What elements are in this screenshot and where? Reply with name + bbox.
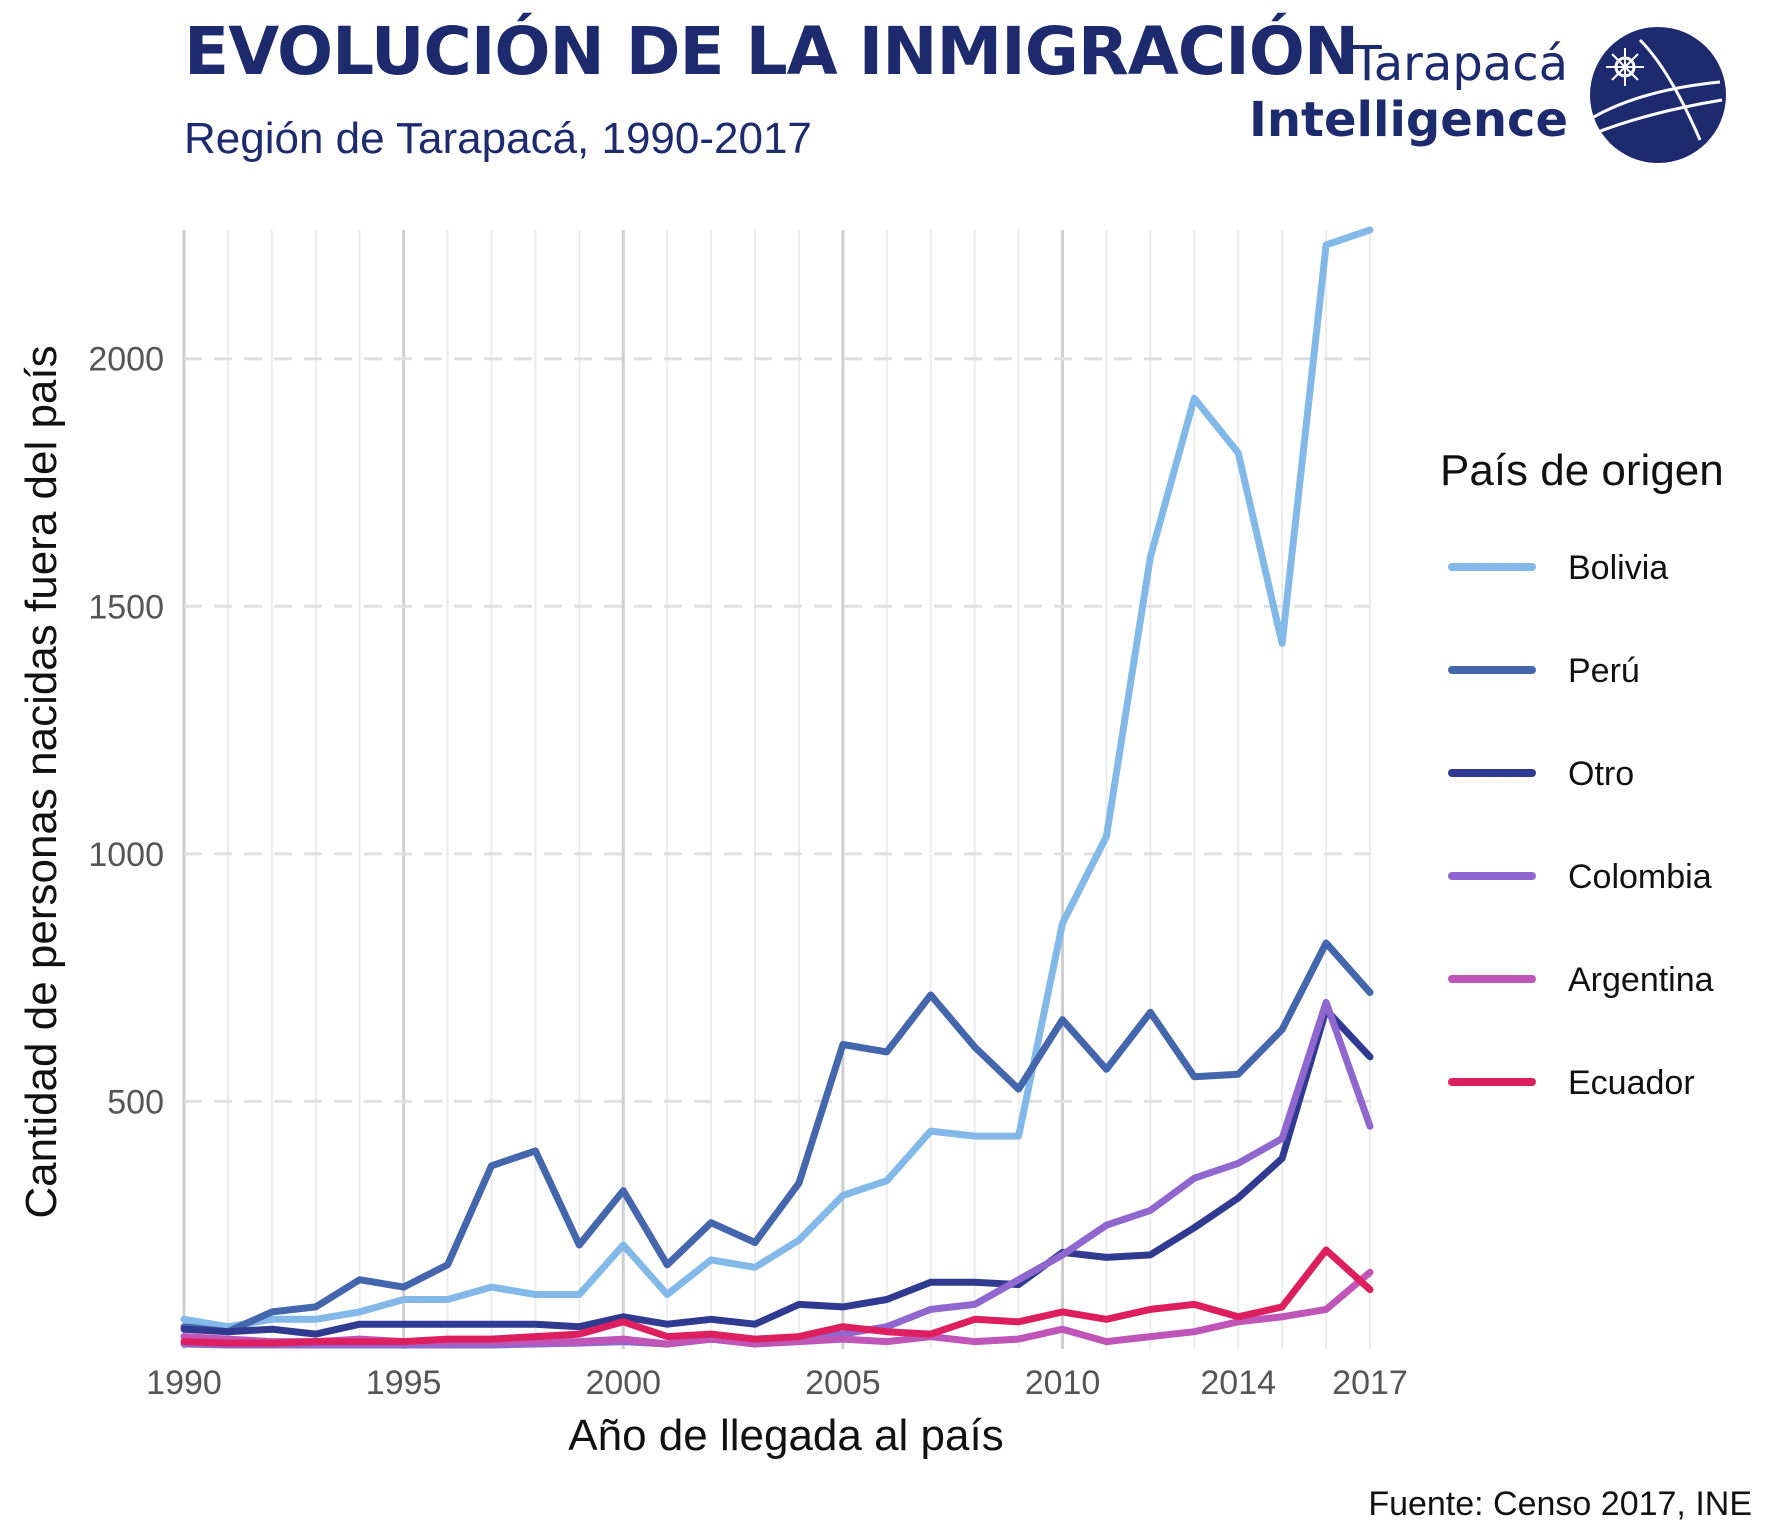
chart-title: EVOLUCIÓN DE LA INMIGRACIÓN	[184, 13, 1358, 90]
legend-label-ecuador: Ecuador	[1568, 1064, 1695, 1102]
x-axis-title: Año de llegada al país	[568, 1411, 1003, 1460]
grid	[182, 230, 1371, 1349]
y-tick-label: 500	[107, 1083, 164, 1121]
tarapaca-intelligence-globe-icon	[1590, 27, 1726, 163]
series-line-otro	[180, 1006, 1374, 1338]
series-line-colombia	[180, 998, 1374, 1349]
legend: País de origen Bolivia Perú Otro Colombia Ar…	[1440, 446, 1724, 1102]
logo-line2: Intelligence	[1249, 92, 1568, 148]
legend-label-otro: Otro	[1568, 755, 1634, 793]
series-line-ecuador	[180, 1246, 1374, 1347]
legend-title: País de origen	[1440, 446, 1724, 495]
series-line-bolivia	[180, 226, 1374, 1331]
chart-subtitle: Región de Tarapacá, 1990-2017	[184, 114, 812, 163]
y-axis-title: Cantidad de personas nacidas fuera del p…	[17, 345, 66, 1218]
legend-label-peru: Perú	[1568, 652, 1640, 690]
x-tick-label: 1990	[146, 1364, 222, 1402]
y-tick-label: 1000	[88, 836, 164, 874]
x-tick-label: 2014	[1200, 1364, 1276, 1402]
x-tick-label: 2017	[1332, 1364, 1408, 1402]
legend-label-argentina: Argentina	[1568, 961, 1714, 999]
x-tick-label: 2000	[585, 1364, 661, 1402]
legend-label-colombia: Colombia	[1568, 858, 1712, 896]
y-tick-label: 2000	[88, 341, 164, 379]
x-tick-label: 2005	[805, 1364, 881, 1402]
logo-line1: Tarapacá	[1351, 36, 1568, 92]
y-tick-label: 1500	[88, 588, 164, 626]
x-tick-label: 1995	[366, 1364, 442, 1402]
logo: Tarapacá Intelligence	[1249, 27, 1726, 163]
source-note: Fuente: Censo 2017, INE	[1368, 1485, 1752, 1523]
series-line-peru	[180, 939, 1374, 1336]
axis-ticks: 500 1000 1500 2000 1990 1995 2000 2005 2010 2014 2…	[88, 341, 1407, 1402]
x-tick-label: 2010	[1025, 1364, 1101, 1402]
legend-label-bolivia: Bolivia	[1568, 549, 1668, 587]
series-lines	[180, 226, 1374, 1349]
